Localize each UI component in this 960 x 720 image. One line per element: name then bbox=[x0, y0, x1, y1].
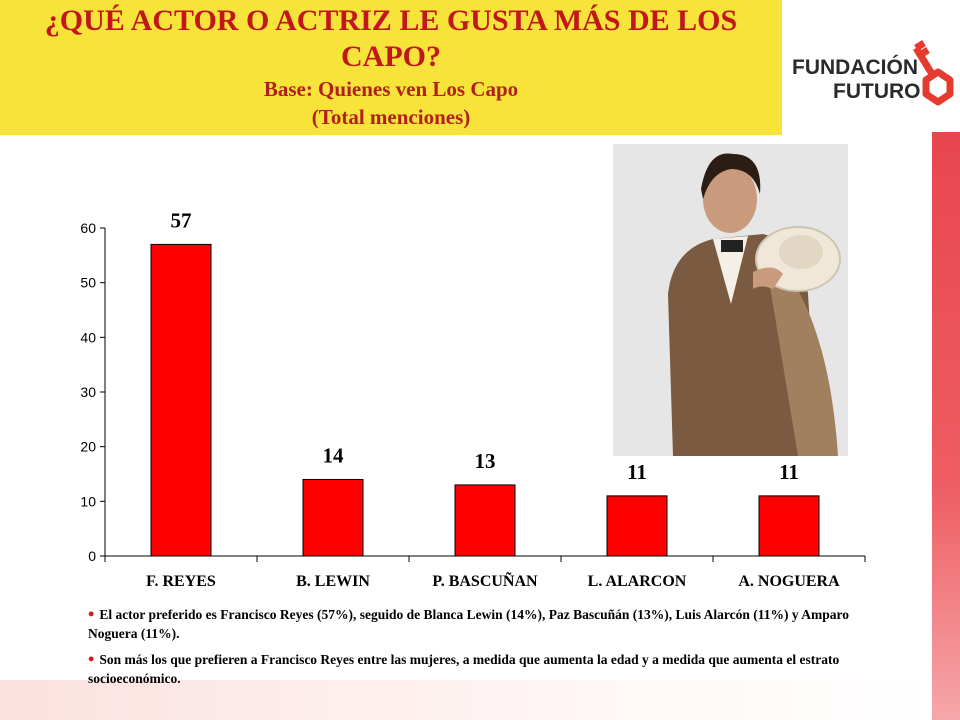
bar bbox=[758, 495, 820, 557]
data-label: 13 bbox=[475, 449, 496, 473]
bar bbox=[150, 243, 212, 557]
bar-chart: 0 10 20 30 40 50 60 F. REYES B. LEWIN P. BASCUÑAN… bbox=[80, 208, 866, 590]
slide-subtitle-total: (Total menciones) bbox=[311, 105, 471, 129]
bullet-list: • El actor preferido es Francisco Reyes (… bbox=[88, 605, 888, 695]
bullet-item-1: • El actor preferido es Francisco Reyes (… bbox=[88, 605, 888, 643]
category-label: A. NOGUERA bbox=[738, 573, 840, 590]
bullet-icon: • bbox=[88, 649, 95, 669]
data-label: 11 bbox=[627, 460, 647, 484]
y-tick-label: 50 bbox=[80, 275, 96, 291]
bullet-text-2: Son más los que prefieren a Francisco Re… bbox=[88, 652, 840, 686]
decorative-bottom-fade bbox=[0, 680, 932, 720]
bar bbox=[606, 495, 668, 557]
decorative-red-band bbox=[932, 132, 960, 720]
y-tick-label: 30 bbox=[80, 384, 96, 400]
y-tick-label: 10 bbox=[80, 493, 96, 509]
bullet-text-1: El actor preferido es Francisco Reyes (5… bbox=[88, 607, 850, 641]
bullet-icon: • bbox=[88, 604, 95, 624]
y-tick-label: 0 bbox=[88, 548, 96, 564]
bullet-item-2: • Son más los que prefieren a Francisco R… bbox=[88, 650, 888, 688]
data-label: 11 bbox=[779, 460, 799, 484]
bar bbox=[454, 484, 516, 557]
bar bbox=[302, 478, 364, 557]
y-tick-label: 40 bbox=[80, 329, 96, 345]
category-label: P. BASCUÑAN bbox=[432, 571, 538, 590]
fundacion-futuro-logo: FUNDACIÓN FUTURO bbox=[792, 40, 954, 106]
category-label: B. LEWIN bbox=[296, 573, 370, 590]
category-label: F. REYES bbox=[146, 573, 216, 590]
y-tick-label: 20 bbox=[80, 439, 96, 455]
title-banner: ¿QUÉ ACTOR O ACTRIZ LE GUSTA MÁS DE LOS … bbox=[0, 0, 782, 135]
slide-subtitle-base: Base: Quienes ven Los Capo bbox=[263, 77, 519, 101]
data-label: 14 bbox=[323, 443, 345, 467]
y-tick-label: 60 bbox=[80, 220, 96, 236]
actor-photo bbox=[613, 144, 848, 456]
logo-line2: FUTURO bbox=[833, 80, 921, 103]
slide-title: ¿QUÉ ACTOR O ACTRIZ LE GUSTA MÁS DE LOS … bbox=[44, 4, 738, 73]
key-icon bbox=[913, 40, 954, 106]
chart-bars: 57 14 13 11 11 bbox=[150, 208, 820, 557]
data-label: 57 bbox=[171, 208, 192, 232]
category-label: L. ALARCON bbox=[588, 573, 687, 590]
logo-line1: FUNDACIÓN bbox=[792, 55, 918, 79]
